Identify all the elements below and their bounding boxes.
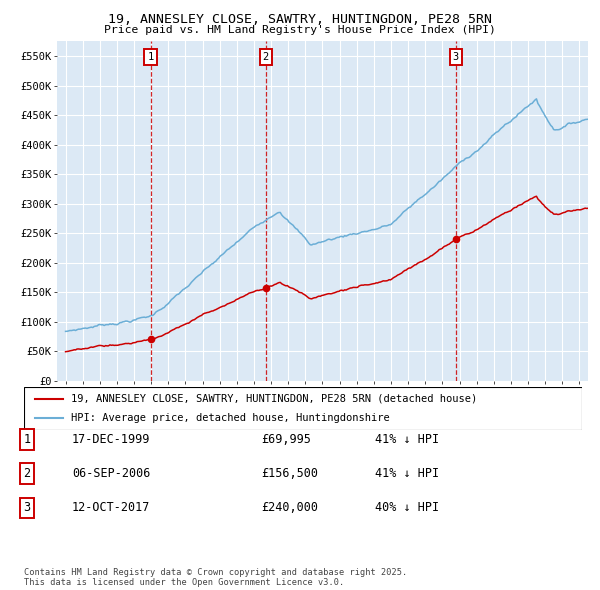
Text: 12-OCT-2017: 12-OCT-2017 — [72, 502, 151, 514]
Text: 40% ↓ HPI: 40% ↓ HPI — [375, 502, 439, 514]
Text: Contains HM Land Registry data © Crown copyright and database right 2025.
This d: Contains HM Land Registry data © Crown c… — [24, 568, 407, 587]
Text: 41% ↓ HPI: 41% ↓ HPI — [375, 433, 439, 446]
Text: 19, ANNESLEY CLOSE, SAWTRY, HUNTINGDON, PE28 5RN (detached house): 19, ANNESLEY CLOSE, SAWTRY, HUNTINGDON, … — [71, 394, 478, 404]
Text: Price paid vs. HM Land Registry's House Price Index (HPI): Price paid vs. HM Land Registry's House … — [104, 25, 496, 35]
Text: 1: 1 — [23, 433, 31, 446]
Text: £240,000: £240,000 — [261, 502, 318, 514]
FancyBboxPatch shape — [24, 387, 582, 430]
Text: 06-SEP-2006: 06-SEP-2006 — [72, 467, 151, 480]
Text: 2: 2 — [263, 53, 269, 62]
Text: 19, ANNESLEY CLOSE, SAWTRY, HUNTINGDON, PE28 5RN: 19, ANNESLEY CLOSE, SAWTRY, HUNTINGDON, … — [108, 13, 492, 26]
Text: 1: 1 — [148, 53, 154, 62]
Text: 3: 3 — [23, 502, 31, 514]
Text: 2: 2 — [23, 467, 31, 480]
Text: £156,500: £156,500 — [261, 467, 318, 480]
Text: £69,995: £69,995 — [261, 433, 311, 446]
Text: 17-DEC-1999: 17-DEC-1999 — [72, 433, 151, 446]
Text: 41% ↓ HPI: 41% ↓ HPI — [375, 467, 439, 480]
Text: 3: 3 — [452, 53, 459, 62]
Text: HPI: Average price, detached house, Huntingdonshire: HPI: Average price, detached house, Hunt… — [71, 412, 390, 422]
